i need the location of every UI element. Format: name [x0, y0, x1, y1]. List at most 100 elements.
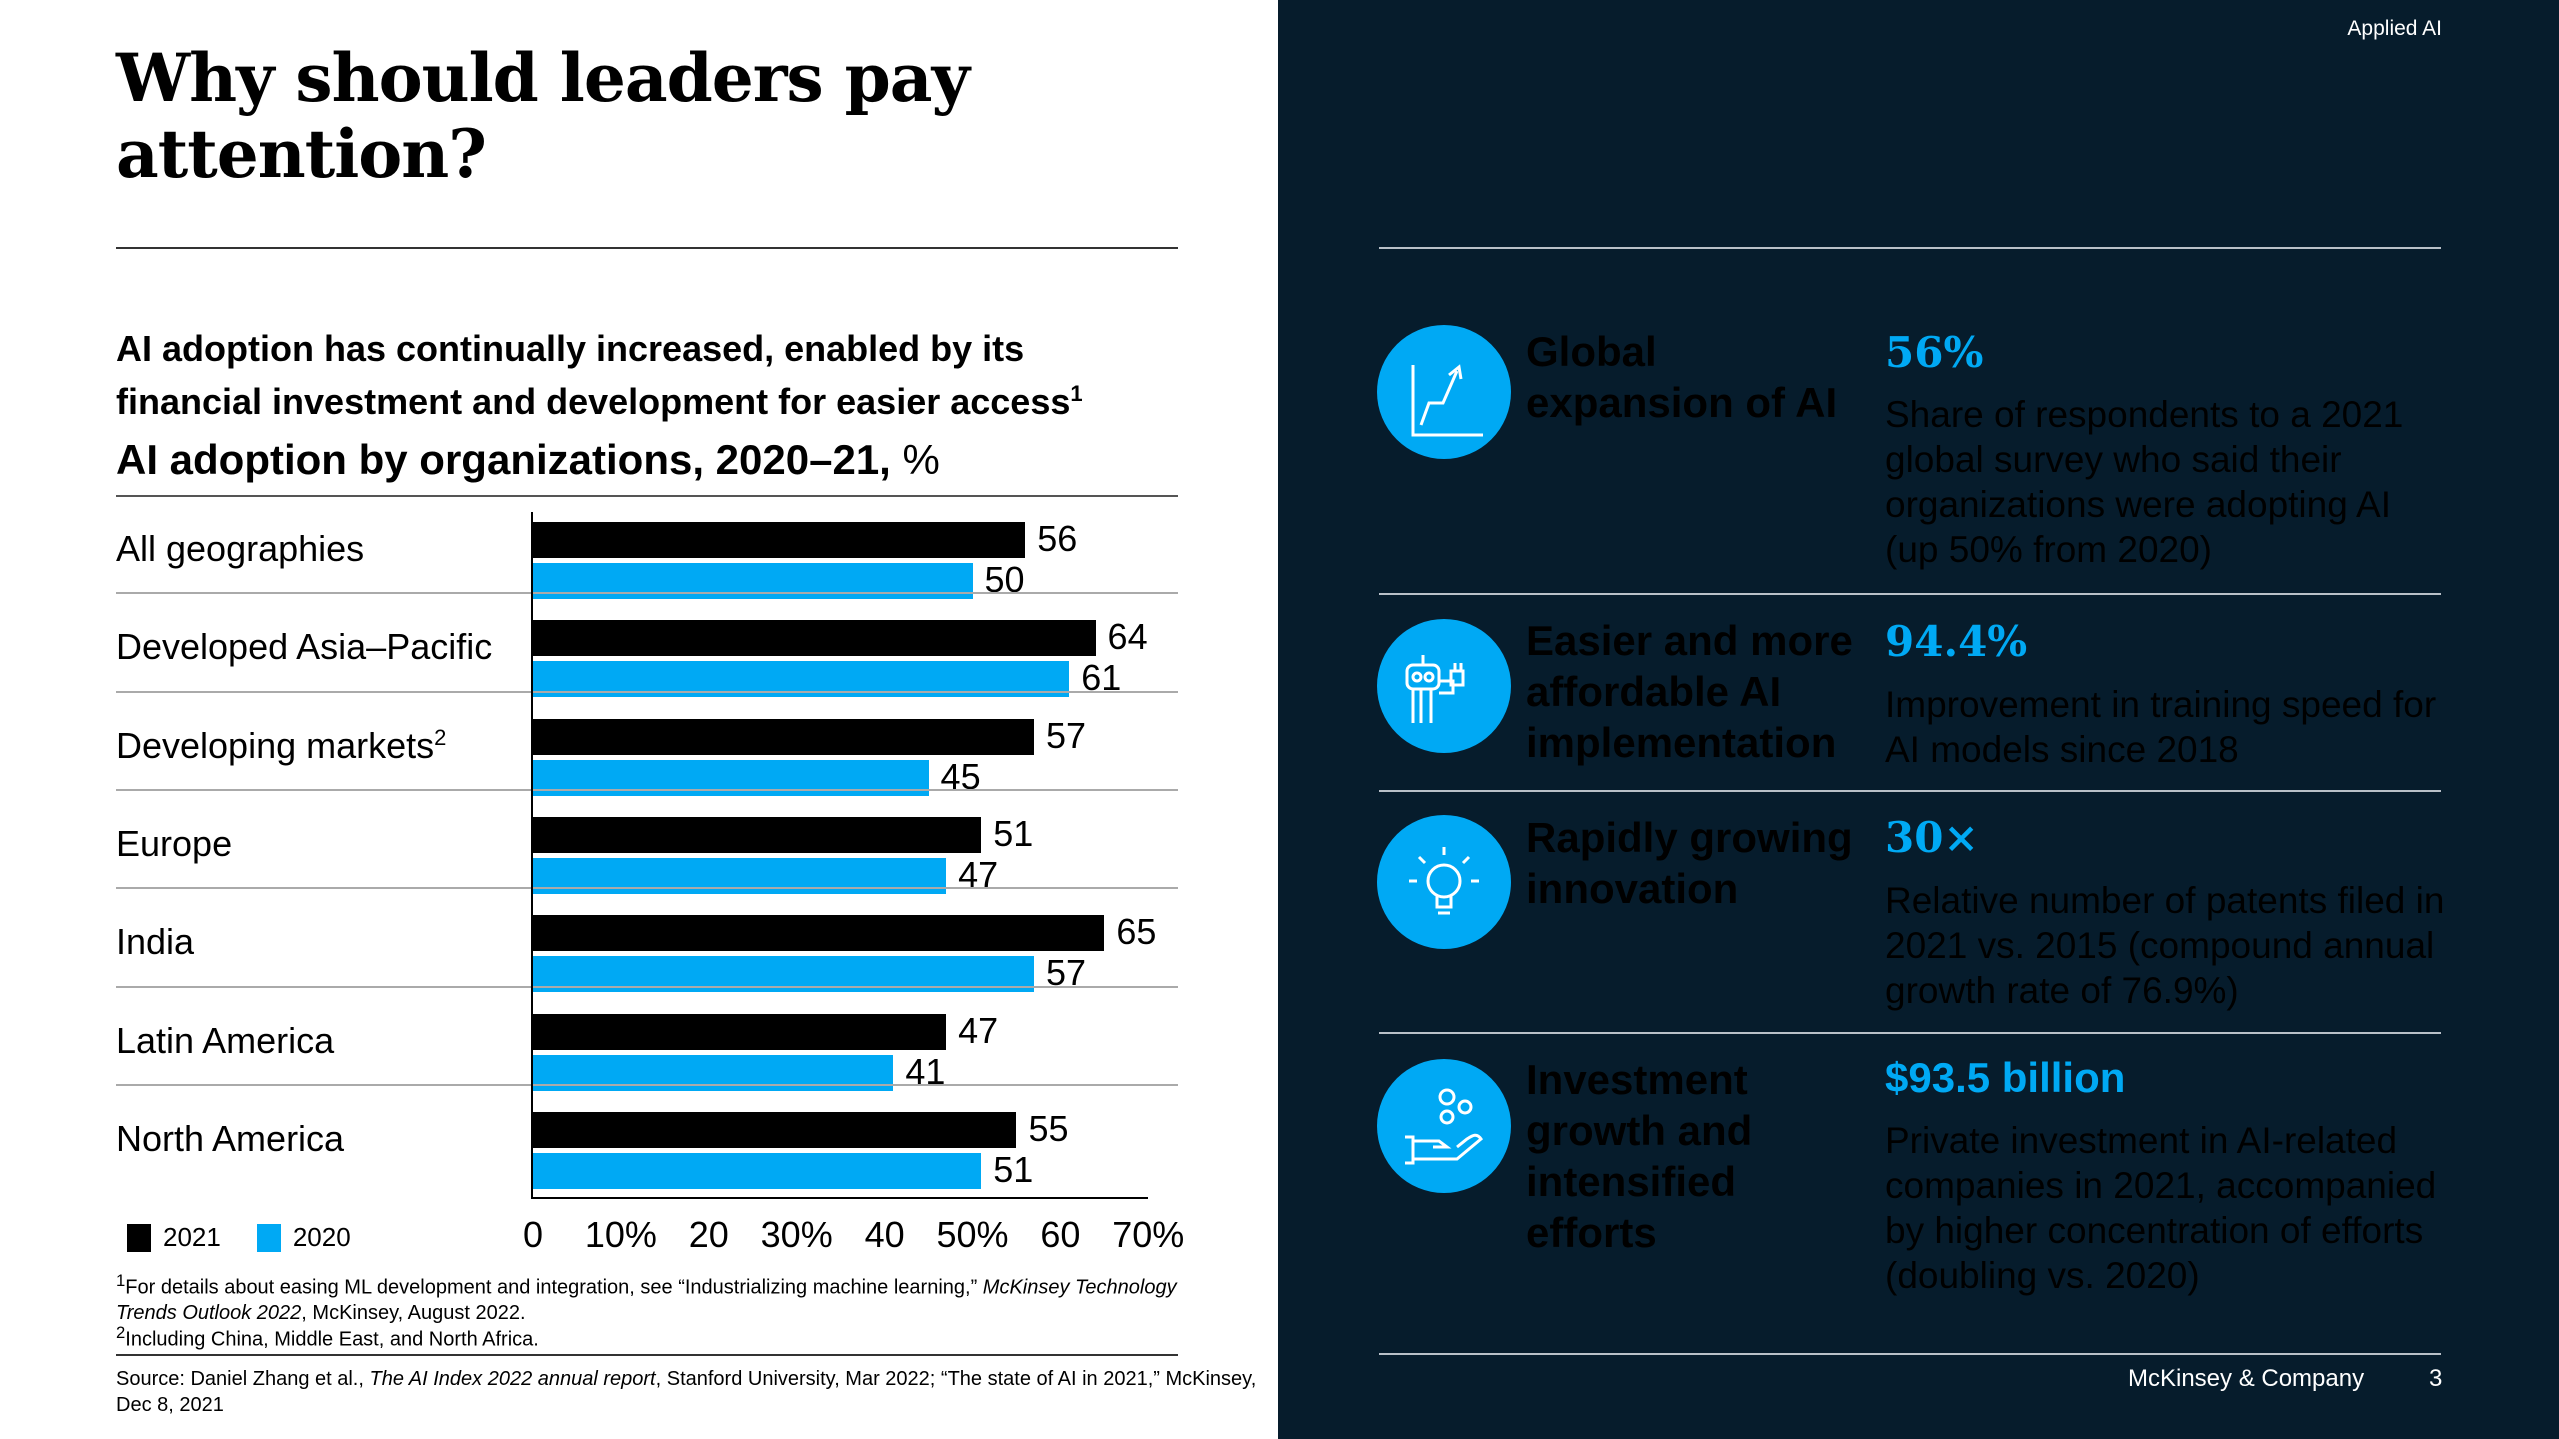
- row-separator: [116, 788, 1178, 791]
- category-text: Developed Asia–Pacific: [116, 626, 493, 668]
- bar-2021: [533, 816, 982, 853]
- highlight-desc: Share of respondents to a 2021 global su…: [1885, 394, 2404, 570]
- divider: [1379, 1032, 2441, 1034]
- row-separator: [116, 1083, 1178, 1086]
- highlight-heading: Investment growth and intensified effort…: [1526, 1056, 1753, 1256]
- bar-2021: [533, 915, 1105, 952]
- hand-coins-icon: [1377, 1059, 1511, 1193]
- divider: [116, 1354, 1178, 1356]
- x-tick-label: 70%: [1112, 1214, 1185, 1255]
- legend-label-2020: 2020: [292, 1222, 351, 1252]
- highlight-stat: 94.4%: [1885, 617, 2028, 666]
- chart-title-unit: %: [902, 436, 940, 483]
- data-label: 65: [1116, 911, 1157, 953]
- source-italic: The AI Index 2022 annual report: [369, 1368, 656, 1390]
- divider: [1379, 593, 2441, 595]
- footnote-2: 2Including China, Middle East, and North…: [116, 1320, 539, 1353]
- bar-2020: [533, 1152, 982, 1189]
- chart-top-rule: [116, 495, 1178, 497]
- data-label: 45: [940, 755, 981, 797]
- highlight-desc: Relative number of patents filed in 2021…: [1885, 880, 2445, 1011]
- footnote-ref: 1: [1070, 381, 1083, 406]
- highlight-stat: 56%: [1885, 328, 1984, 377]
- x-tick-label: 10%: [584, 1214, 657, 1255]
- bar-2021: [533, 1111, 1017, 1148]
- category-label: All geographies: [116, 528, 364, 570]
- highlight-desc: Private investment in AI-related compani…: [1885, 1120, 2437, 1296]
- source-text: , Stanford University, Mar 2022; “The st…: [116, 1368, 1257, 1416]
- page-title: Why should leaders pay attention?: [116, 39, 970, 193]
- x-axis-line: [531, 1197, 1148, 1199]
- x-tick-label: 20: [688, 1214, 729, 1255]
- row-separator: [116, 887, 1178, 890]
- x-tick-label: 50%: [936, 1214, 1009, 1255]
- source-text: Source: Daniel Zhang et al.,: [116, 1368, 370, 1390]
- fn-sup: 2: [116, 1323, 126, 1342]
- data-label: 61: [1081, 657, 1122, 699]
- data-label: 41: [905, 1050, 946, 1092]
- chart-subtitle: AI adoption has continually increased, e…: [116, 326, 1166, 424]
- highlight-desc: Improvement in training speed for AI mod…: [1885, 684, 2437, 770]
- divider: [1379, 247, 2441, 249]
- row-separator: [116, 690, 1178, 693]
- company-name: McKinsey & Company: [2128, 1365, 2365, 1392]
- fn-text: , McKinsey, August 2022.: [301, 1301, 526, 1324]
- robot-plug-icon: [1377, 619, 1511, 753]
- fn-sup: 1: [116, 1271, 126, 1290]
- bar-2021: [533, 1013, 947, 1050]
- page-number: 3: [2429, 1365, 2443, 1392]
- highlight-heading: Rapidly growing innovation: [1526, 814, 1853, 912]
- highlight-heading: Easier and more affordable AI implementa…: [1526, 617, 1853, 766]
- divider: [116, 247, 1178, 249]
- row-separator: [116, 985, 1178, 988]
- data-label: 47: [958, 853, 999, 895]
- section-tag: Applied AI: [2347, 17, 2442, 40]
- category-label: Developed Asia–Pacific: [116, 626, 492, 668]
- category-text: All geographies: [116, 528, 365, 569]
- fn-text: Including China, Middle East, and North …: [125, 1328, 539, 1351]
- data-label: 51: [993, 1148, 1034, 1190]
- data-label: 64: [1107, 616, 1148, 658]
- highlight-stat: $93.5 billion: [1885, 1054, 2126, 1101]
- chart-title-text: AI adoption by organizations, 2020–21,: [116, 436, 891, 483]
- y-axis-line: [531, 512, 533, 1198]
- category-text: North America: [116, 1117, 345, 1159]
- legend-label-2021: 2021: [163, 1222, 221, 1252]
- category-label: Latin America: [116, 1020, 334, 1062]
- category-text: Europe: [116, 822, 233, 864]
- category-text: India: [116, 921, 195, 963]
- data-label: 57: [1046, 714, 1087, 756]
- category-label: North America: [116, 1118, 344, 1160]
- source-note: Source: Daniel Zhang et al., The AI Inde…: [116, 1366, 1266, 1418]
- highlight-stat: 30×: [1885, 813, 1979, 862]
- divider: [1379, 1353, 2441, 1355]
- divider: [1379, 790, 2441, 792]
- chart-title: AI adoption by organizations, 2020–21, %: [116, 436, 940, 484]
- data-label: 57: [1046, 952, 1087, 994]
- data-label: 51: [993, 812, 1034, 854]
- x-tick-label: 0: [522, 1214, 544, 1255]
- category-text: Latin America: [116, 1019, 335, 1061]
- data-label: 47: [958, 1009, 999, 1051]
- category-text: Developing markets: [116, 724, 435, 766]
- row-separator: [116, 592, 1178, 595]
- legend: 2021 2020: [127, 1222, 351, 1253]
- left-panel: Why should leaders pay attention? AI ado…: [0, 0, 1278, 1439]
- lightbulb-icon: [1377, 815, 1511, 949]
- x-tick-label: 60: [1040, 1214, 1081, 1255]
- footnote-1: 1For details about easing ML development…: [116, 1268, 1196, 1326]
- data-label: 56: [1037, 518, 1078, 559]
- x-tick-label: 30%: [760, 1214, 833, 1255]
- growth-chart-icon: [1377, 325, 1511, 459]
- highlight-heading: Global expansion of AI: [1526, 328, 1838, 426]
- category-label: Europe: [116, 823, 232, 865]
- fn-italic: McKinsey Technology Trends Outlook 2022: [116, 1276, 1177, 1324]
- data-label: 55: [1028, 1107, 1069, 1149]
- bar-2021: [533, 522, 1026, 558]
- subtitle-text: AI adoption has continually increased, e…: [116, 328, 1071, 422]
- x-tick-label: 40: [864, 1214, 905, 1255]
- category-label: Developing markets2: [116, 725, 446, 767]
- bar-2021: [533, 620, 1096, 657]
- legend-swatch-2021: [127, 1223, 151, 1252]
- footnote-ref: 2: [434, 724, 447, 750]
